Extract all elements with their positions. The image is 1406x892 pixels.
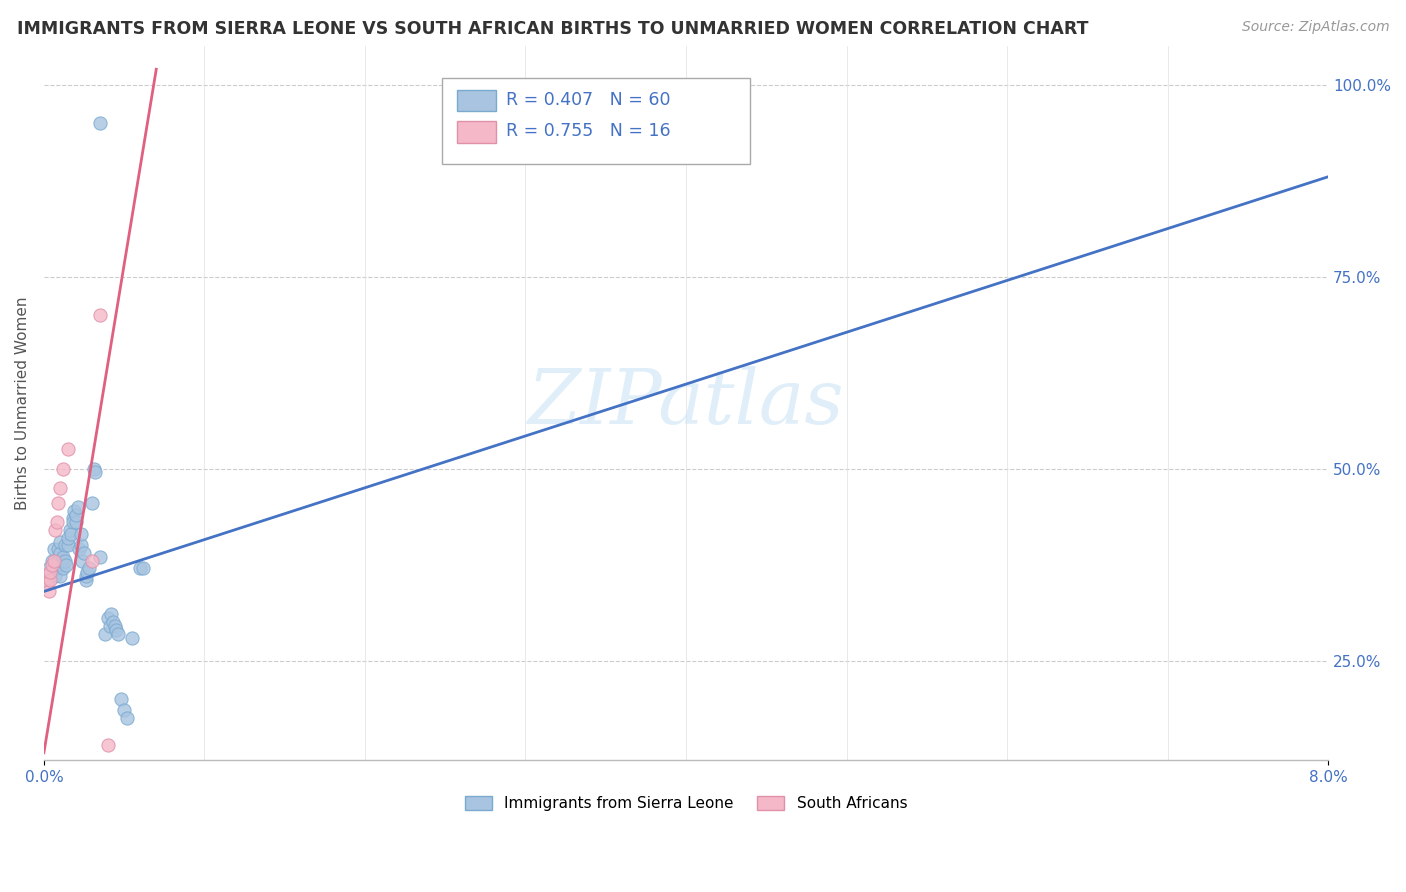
Point	[69, 526, 91, 541]
Point	[73, 546, 96, 560]
FancyBboxPatch shape	[457, 90, 496, 112]
Point	[80, 554, 103, 568]
Point	[56, 442, 79, 457]
Text: Source: ZipAtlas.com: Source: ZipAtlas.com	[1241, 20, 1389, 34]
Point	[38, 561, 60, 575]
Point	[49, 569, 72, 583]
Point	[46, 542, 69, 557]
Point	[45, 561, 67, 575]
Point	[105, 623, 128, 637]
Point	[65, 516, 87, 530]
Point	[55, 558, 77, 572]
Point	[52, 461, 75, 475]
Legend: Immigrants from Sierra Leone, South Africans: Immigrants from Sierra Leone, South Afri…	[458, 789, 914, 817]
Point	[49, 546, 72, 560]
Point	[42, 561, 65, 575]
FancyBboxPatch shape	[441, 78, 751, 164]
Point	[84, 466, 107, 480]
Point	[107, 626, 129, 640]
Point	[89, 116, 111, 130]
Point	[46, 554, 69, 568]
Point	[46, 496, 69, 510]
Point	[80, 496, 103, 510]
Point	[35, 576, 58, 591]
Point	[117, 711, 139, 725]
Point	[49, 481, 72, 495]
Point	[97, 738, 120, 752]
Point	[62, 516, 84, 530]
Point	[101, 615, 124, 629]
Point	[75, 573, 97, 587]
Point	[60, 526, 83, 541]
Point	[94, 626, 117, 640]
Point	[42, 554, 65, 568]
Point	[67, 542, 90, 557]
Point	[35, 573, 58, 587]
Point	[39, 569, 62, 583]
Point	[41, 554, 63, 568]
Point	[69, 538, 91, 552]
Point	[56, 538, 79, 552]
Point	[51, 558, 73, 572]
Point	[38, 584, 60, 599]
Point	[44, 558, 66, 572]
Point	[66, 500, 89, 514]
Point	[44, 569, 66, 583]
Point	[76, 566, 98, 580]
Point	[89, 308, 111, 322]
Point	[52, 549, 75, 564]
Point	[63, 504, 86, 518]
Point	[132, 561, 155, 575]
Point	[77, 561, 100, 575]
Point	[39, 566, 62, 580]
Point	[83, 461, 105, 475]
Point	[45, 516, 67, 530]
Point	[72, 554, 94, 568]
Point	[98, 619, 121, 633]
Point	[129, 561, 152, 575]
Y-axis label: Births to Unmarried Women: Births to Unmarried Women	[15, 296, 30, 510]
Text: ZIPatlas: ZIPatlas	[527, 367, 845, 441]
Point	[110, 692, 132, 706]
Point	[39, 573, 62, 587]
Point	[34, 569, 56, 583]
Point	[42, 542, 65, 557]
Point	[121, 631, 143, 645]
Point	[51, 554, 73, 568]
Point	[52, 561, 75, 575]
Point	[97, 611, 120, 625]
Point	[53, 554, 76, 568]
Text: IMMIGRANTS FROM SIERRA LEONE VS SOUTH AFRICAN BIRTHS TO UNMARRIED WOMEN CORRELAT: IMMIGRANTS FROM SIERRA LEONE VS SOUTH AF…	[17, 20, 1088, 37]
Point	[65, 508, 87, 522]
Text: R = 0.407   N = 60: R = 0.407 N = 60	[506, 91, 671, 109]
FancyBboxPatch shape	[457, 121, 496, 143]
Text: R = 0.755   N = 16: R = 0.755 N = 16	[506, 122, 671, 140]
Point	[56, 531, 79, 545]
Point	[53, 538, 76, 552]
Point	[100, 607, 122, 622]
Point	[44, 523, 66, 537]
Point	[62, 511, 84, 525]
Point	[49, 534, 72, 549]
Point	[112, 703, 135, 717]
Point	[45, 554, 67, 568]
Point	[58, 523, 80, 537]
Point	[89, 549, 111, 564]
Point	[41, 558, 63, 572]
Point	[75, 569, 97, 583]
Point	[103, 619, 125, 633]
